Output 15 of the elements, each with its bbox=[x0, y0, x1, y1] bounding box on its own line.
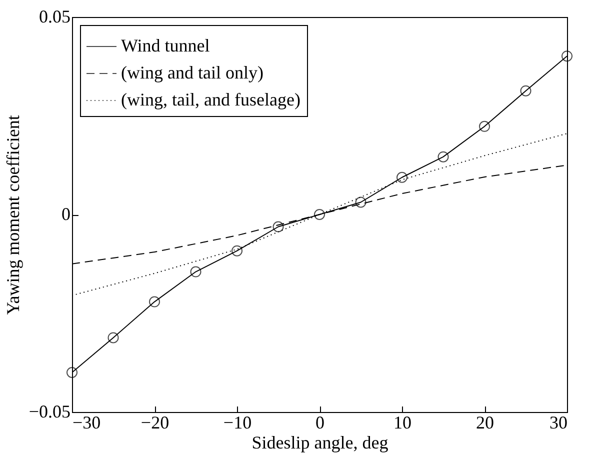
y-tick-label: 0.05 bbox=[39, 6, 70, 26]
legend-label: (wing and tail only) bbox=[121, 62, 264, 82]
legend-label: (wing, tail, and fuselage) bbox=[121, 90, 300, 110]
x-tick-label: −30 bbox=[72, 412, 101, 432]
x-tick-label: −20 bbox=[140, 412, 170, 432]
x-tick-label: 20 bbox=[476, 412, 494, 432]
x-axis-title: Sideslip angle, deg bbox=[252, 432, 388, 452]
y-tick-label: 0 bbox=[62, 204, 70, 224]
x-tick-label: 10 bbox=[394, 412, 412, 432]
legend-label: Wind tunnel bbox=[121, 36, 210, 56]
x-tick-label: 30 bbox=[550, 412, 568, 432]
y-axis-title: Yawing moment coefficient bbox=[2, 115, 23, 315]
y-tick-label: −0.05 bbox=[28, 402, 70, 422]
x-tick-label: 0 bbox=[316, 412, 324, 432]
x-tick-label: −10 bbox=[223, 412, 252, 432]
